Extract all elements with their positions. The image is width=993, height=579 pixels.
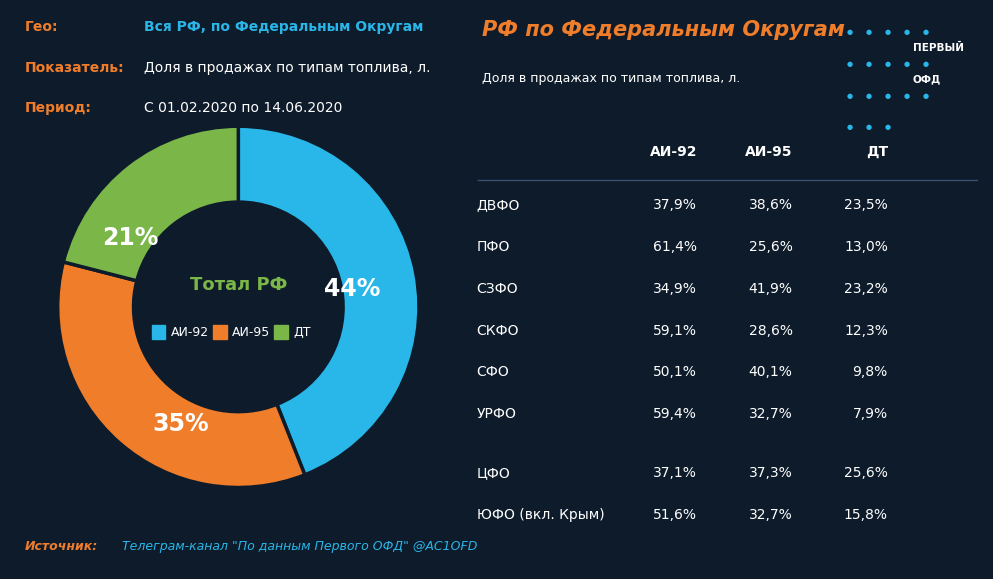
Text: 37,9%: 37,9% [653,198,697,212]
Text: ●: ● [866,124,872,130]
Bar [274,325,288,339]
Text: ●: ● [922,29,928,35]
Text: 7,9%: 7,9% [853,408,888,422]
Bar [213,325,226,339]
Text: АИ-95: АИ-95 [232,325,270,339]
Text: 9,8%: 9,8% [853,365,888,379]
Wedge shape [238,126,419,475]
Text: 59,4%: 59,4% [653,408,697,422]
Text: ДТ: ДТ [293,325,311,339]
Text: Гео:: Гео: [25,20,59,34]
Text: СФО: СФО [477,365,509,379]
Text: 51,6%: 51,6% [653,508,697,522]
Text: ●: ● [866,29,872,35]
Text: 21%: 21% [101,226,158,250]
Text: 61,4%: 61,4% [653,240,697,254]
Text: ЮФО (вкл. Крым): ЮФО (вкл. Крым) [477,508,605,522]
Text: ●: ● [904,29,910,35]
Text: ●: ● [847,124,853,130]
Text: РФ по Федеральным Округам: РФ по Федеральным Округам [482,20,845,41]
Text: ●: ● [904,61,910,67]
Text: Период:: Период: [25,101,91,115]
Text: 37,3%: 37,3% [749,466,792,480]
Text: ●: ● [885,29,891,35]
Text: ●: ● [885,93,891,98]
Text: 15,8%: 15,8% [844,508,888,522]
Text: ПФО: ПФО [477,240,510,254]
Text: УРФО: УРФО [477,408,516,422]
Bar [152,325,165,339]
Text: 34,9%: 34,9% [653,282,697,296]
Text: Доля в продажах по типам топлива, л.: Доля в продажах по типам топлива, л. [144,61,431,75]
Text: 59,1%: 59,1% [653,324,697,338]
Wedge shape [58,262,305,488]
Text: ЦФО: ЦФО [477,466,510,480]
Text: ПЕРВЫЙ: ПЕРВЫЙ [913,43,963,53]
Text: ДТ: ДТ [866,145,888,159]
Text: ДВФО: ДВФО [477,198,520,212]
Text: ОФД: ОФД [913,75,940,85]
Text: ●: ● [866,93,872,98]
Text: С 01.02.2020 по 14.06.2020: С 01.02.2020 по 14.06.2020 [144,101,343,115]
Text: 12,3%: 12,3% [844,324,888,338]
Wedge shape [64,126,238,281]
Text: ●: ● [922,93,928,98]
Text: ●: ● [866,61,872,67]
Text: АИ-95: АИ-95 [745,145,792,159]
Text: Показатель:: Показатель: [25,61,124,75]
Text: ●: ● [847,61,853,67]
Text: Доля в продажах по типам топлива, л.: Доля в продажах по типам топлива, л. [482,72,740,85]
Text: 40,1%: 40,1% [749,365,792,379]
Text: ●: ● [922,61,928,67]
Text: 23,5%: 23,5% [844,198,888,212]
Text: 44%: 44% [324,277,380,301]
Text: 37,1%: 37,1% [653,466,697,480]
Text: ●: ● [885,124,891,130]
Text: АИ-92: АИ-92 [649,145,697,159]
Text: 35%: 35% [152,412,209,437]
Text: 28,6%: 28,6% [749,324,792,338]
Text: 23,2%: 23,2% [844,282,888,296]
Text: 41,9%: 41,9% [749,282,792,296]
Text: Источник:: Источник: [25,540,98,553]
Text: 32,7%: 32,7% [749,508,792,522]
Text: 38,6%: 38,6% [749,198,792,212]
Text: 50,1%: 50,1% [653,365,697,379]
Text: АИ-92: АИ-92 [171,325,209,339]
Text: 13,0%: 13,0% [844,240,888,254]
Text: ●: ● [847,93,853,98]
Text: ●: ● [847,29,853,35]
Text: Тотал РФ: Тотал РФ [190,276,287,294]
Text: СКФО: СКФО [477,324,519,338]
Text: Телеграм-канал "По данным Первого ОФД" @AC1OFD: Телеграм-канал "По данным Первого ОФД" @… [114,540,478,553]
Text: 25,6%: 25,6% [844,466,888,480]
Text: СЗФО: СЗФО [477,282,518,296]
Text: Вся РФ, по Федеральным Округам: Вся РФ, по Федеральным Округам [144,20,423,34]
Text: 32,7%: 32,7% [749,408,792,422]
Text: 25,6%: 25,6% [749,240,792,254]
Text: ●: ● [885,61,891,67]
Text: ●: ● [904,93,910,98]
